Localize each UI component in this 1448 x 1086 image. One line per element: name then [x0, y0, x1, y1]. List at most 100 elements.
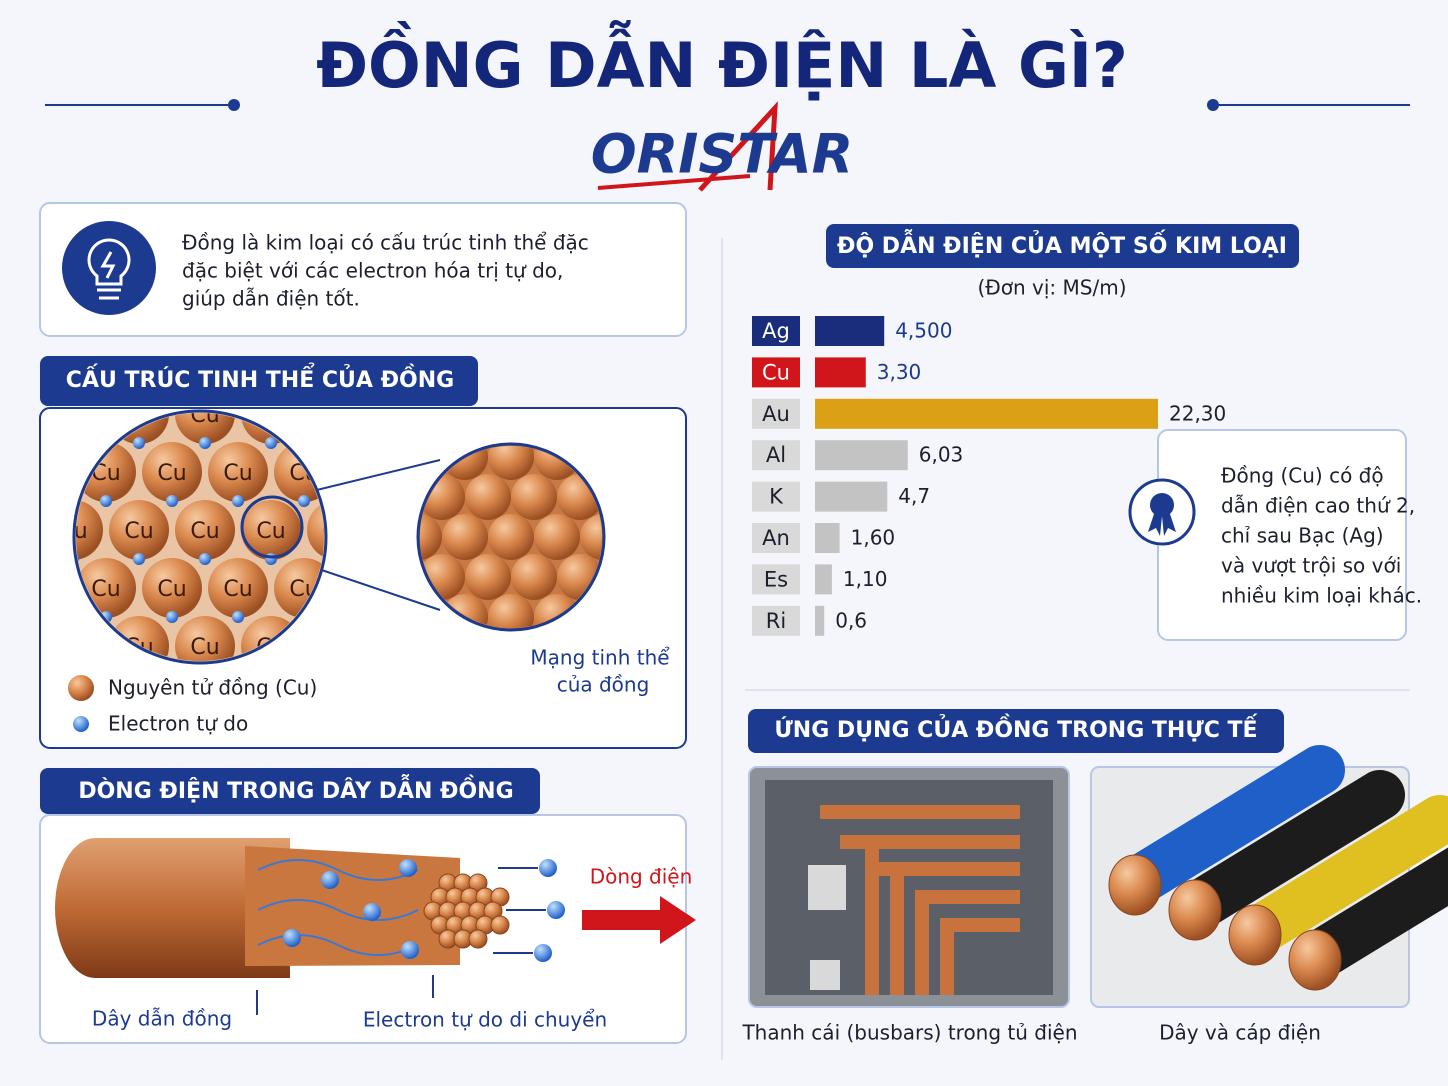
section-header [40, 768, 540, 814]
atom-label: Cu [223, 577, 252, 602]
atom [175, 500, 235, 560]
chart-subtitle: (Đơn vị: MS/m) [977, 276, 1126, 300]
cable-core [1288, 929, 1342, 991]
lattice-atom [420, 514, 442, 560]
category-box [752, 316, 800, 346]
value-label: 4,7 [898, 484, 930, 508]
award-ribbon [1148, 514, 1176, 536]
logo: ORISTAR [591, 123, 854, 186]
atom-label: Cu [487, 345, 516, 370]
cable-core [1108, 854, 1162, 916]
busbars [820, 805, 1020, 995]
section-title: DÒNG ĐIỆN TRONG DÂY DẪN ĐỒNG [78, 775, 513, 804]
category-label: Ag [762, 319, 790, 343]
electron [1, 669, 13, 681]
atom [175, 616, 235, 661]
cable [1235, 795, 1448, 955]
atom-label: Cu [190, 519, 219, 544]
category-box [752, 481, 800, 512]
section-title: CẤU TRÚC TINH THỂ CỦA ĐỒNG [66, 364, 454, 393]
bar [815, 523, 840, 553]
electron [265, 553, 277, 565]
atom-label: Cu [223, 461, 252, 486]
section-header [748, 709, 1284, 753]
zoom-focus [240, 495, 304, 559]
value-label: 4,500 [895, 319, 952, 343]
electron [1, 553, 13, 565]
breaker [808, 865, 846, 910]
category-box [752, 398, 800, 429]
value-label: 1,60 [851, 526, 896, 550]
atom [0, 674, 4, 734]
atom-label: Cu [124, 519, 153, 544]
category-label: Cu [762, 360, 790, 384]
electron [232, 495, 244, 507]
category-label: Es [764, 567, 788, 591]
atom [142, 558, 202, 618]
electron [1, 437, 13, 449]
electron [401, 941, 419, 959]
electron [496, 379, 508, 391]
electron [199, 553, 211, 565]
category-label: An [762, 526, 790, 550]
cable-core [1228, 904, 1282, 966]
electron [539, 859, 557, 877]
lattice-atom [442, 514, 488, 560]
category-box [752, 440, 800, 471]
award [1150, 493, 1174, 517]
bar [815, 605, 825, 636]
electron [363, 903, 381, 921]
atom [76, 500, 103, 560]
atom-label: Cu [190, 635, 219, 660]
atom [0, 442, 4, 502]
atom [208, 558, 268, 618]
photo-caption: Thanh cái (busbars) trong tủ điện [741, 1021, 1077, 1045]
atom-label: Cu [0, 403, 22, 428]
cable-core [1168, 879, 1222, 941]
atom-label: Cu [58, 519, 87, 544]
lattice-atom [488, 514, 534, 560]
chart-title: ĐỘ DẪN ĐIỆN CỦA MỘT SỐ KIM LOẠI [837, 230, 1287, 259]
atom-label: Cu [91, 577, 120, 602]
lattice-atom [580, 514, 602, 560]
electron-label: Electron tự do di chuyển [363, 1008, 607, 1032]
logo-swoosh [597, 174, 751, 190]
electron [166, 495, 178, 507]
lattice-caption: Mạng tinh thể [530, 646, 670, 670]
bar [815, 398, 1158, 429]
atom [142, 442, 202, 502]
intro-line: Đồng là kim loại có cấu trúc tinh thể đặ… [182, 231, 589, 255]
bar [815, 357, 866, 388]
intro-box [39, 202, 687, 337]
value-label: 3,30 [877, 360, 922, 384]
value-label: 1,10 [843, 567, 888, 591]
atom [0, 326, 4, 386]
lattice-atom [511, 554, 557, 600]
photo-caption: Dây và cáp điện [1159, 1021, 1321, 1045]
legend-electron [73, 716, 89, 732]
atom [175, 413, 235, 444]
bar [815, 316, 885, 346]
lattice-atom [534, 514, 580, 560]
category-label: Ri [766, 609, 786, 633]
cable [1175, 770, 1405, 930]
legend-label: Nguyên tử đồng (Cu) [108, 676, 317, 700]
logo-mark [698, 101, 778, 192]
atom [208, 442, 268, 502]
value-label: 22,30 [1169, 401, 1226, 425]
electron [265, 437, 277, 449]
atom-label: Cu [0, 635, 22, 660]
electron [321, 871, 339, 889]
atom [0, 384, 37, 444]
strand-end [468, 929, 488, 949]
category-box [752, 357, 800, 388]
bar [815, 481, 888, 512]
section-title: ỨNG DỤNG CỦA ĐỒNG TRONG THỰC TẾ [774, 714, 1258, 743]
cable [1295, 847, 1448, 980]
section-header [40, 356, 478, 406]
atom-label: Cu [0, 519, 22, 544]
electron [133, 437, 145, 449]
legend-atom [68, 675, 94, 701]
category-label: K [769, 485, 784, 509]
